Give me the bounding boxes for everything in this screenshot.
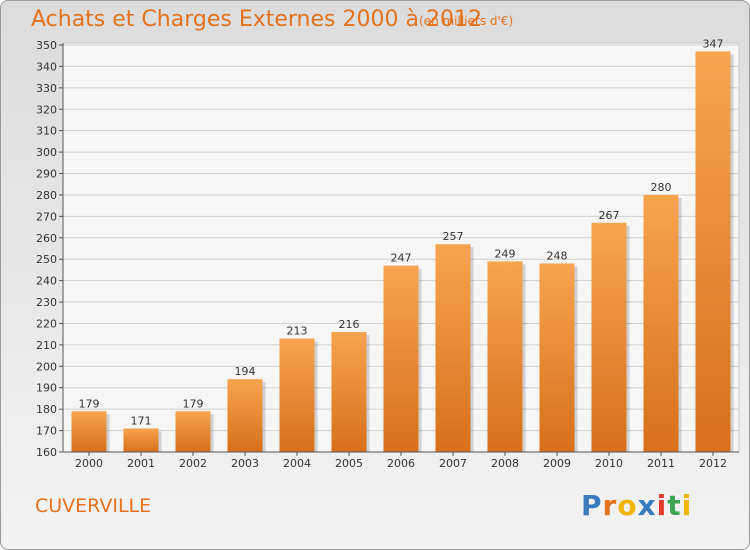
logo-letter: i <box>681 489 693 522</box>
value-label: 216 <box>339 318 360 331</box>
x-tick-label: 2007 <box>439 457 467 470</box>
value-label: 248 <box>547 249 568 262</box>
value-label: 194 <box>235 365 256 378</box>
y-axis: 160 170 180 190 200 210 220 230 240 250 260 270 280 2… <box>36 39 64 459</box>
y-tick-label: 280 <box>36 189 57 202</box>
y-tick-label: 340 <box>36 60 57 73</box>
value-label: 257 <box>443 230 464 243</box>
value-label: 267 <box>599 209 620 222</box>
x-axis: 2000 2001 2002 2003 2004 2005 2006 2007 2008 2009… <box>63 451 739 470</box>
y-tick-label: 170 <box>36 425 57 438</box>
bar-2012 <box>695 51 731 452</box>
logo-letter: t <box>667 489 682 522</box>
bar-2003 <box>227 379 263 452</box>
bar-2007 <box>435 244 471 452</box>
bar-2000 <box>71 411 107 452</box>
y-tick-label: 250 <box>36 253 57 266</box>
y-tick-label: 300 <box>36 146 57 159</box>
bar-2004 <box>279 338 315 452</box>
bar-2002 <box>175 411 211 452</box>
x-tick-label: 2009 <box>543 457 571 470</box>
proxiti-logo: Proxiti <box>581 489 692 522</box>
bar-2006 <box>383 265 419 452</box>
chart-title: Achats et Charges Externes 2000 à 2012 <box>31 7 482 32</box>
y-tick-label: 350 <box>36 39 57 52</box>
logo-letter: x <box>637 489 657 522</box>
y-tick-label: 230 <box>36 296 57 309</box>
x-tick-label: 2000 <box>75 457 103 470</box>
x-tick-label: 2003 <box>231 457 259 470</box>
x-tick-label: 2002 <box>179 457 207 470</box>
value-label: 249 <box>495 247 516 260</box>
value-label: 179 <box>79 397 100 410</box>
y-tick-label: 160 <box>36 446 57 459</box>
logo-letter: i <box>656 489 668 522</box>
value-label: 347 <box>703 37 724 50</box>
x-tick-label: 2005 <box>335 457 363 470</box>
y-tick-label: 200 <box>36 360 57 373</box>
commune-name: CUVERVILLE <box>35 495 152 517</box>
value-label: 179 <box>183 397 204 410</box>
value-label: 213 <box>287 324 308 337</box>
chart-subtitle: (en milliers d'€) <box>419 14 514 28</box>
bar-2008 <box>487 261 523 452</box>
x-tick-label: 2006 <box>387 457 415 470</box>
value-label: 247 <box>391 252 412 265</box>
logo-letter: P <box>581 489 603 522</box>
y-tick-label: 310 <box>36 125 57 138</box>
y-tick-label: 240 <box>36 275 57 288</box>
y-tick-label: 330 <box>36 82 57 95</box>
x-tick-label: 2001 <box>127 457 155 470</box>
y-tick-label: 190 <box>36 382 57 395</box>
y-tick-label: 210 <box>36 339 57 352</box>
x-tick-label: 2012 <box>699 457 727 470</box>
y-tick-label: 270 <box>36 210 57 223</box>
y-tick-label: 180 <box>36 403 57 416</box>
x-tick-label: 2010 <box>595 457 623 470</box>
bar-2009 <box>539 263 575 452</box>
value-label: 280 <box>651 181 672 194</box>
bar-2001 <box>123 428 159 452</box>
bars: 179 171 179 194 213 216 247 257 249 248 267 280 347 <box>71 37 734 452</box>
bar-2005 <box>331 332 367 452</box>
x-tick-label: 2004 <box>283 457 311 470</box>
y-tick-label: 260 <box>36 232 57 245</box>
y-tick-label: 320 <box>36 103 57 116</box>
bar-2011 <box>643 194 679 452</box>
y-tick-label: 220 <box>36 317 57 330</box>
x-tick-label: 2008 <box>491 457 519 470</box>
value-label: 171 <box>131 414 152 427</box>
logo-letter: o <box>617 489 638 522</box>
logo-letter: r <box>602 489 618 522</box>
y-tick-label: 290 <box>36 168 57 181</box>
x-tick-label: 2011 <box>647 457 675 470</box>
bar-2010 <box>591 222 627 452</box>
